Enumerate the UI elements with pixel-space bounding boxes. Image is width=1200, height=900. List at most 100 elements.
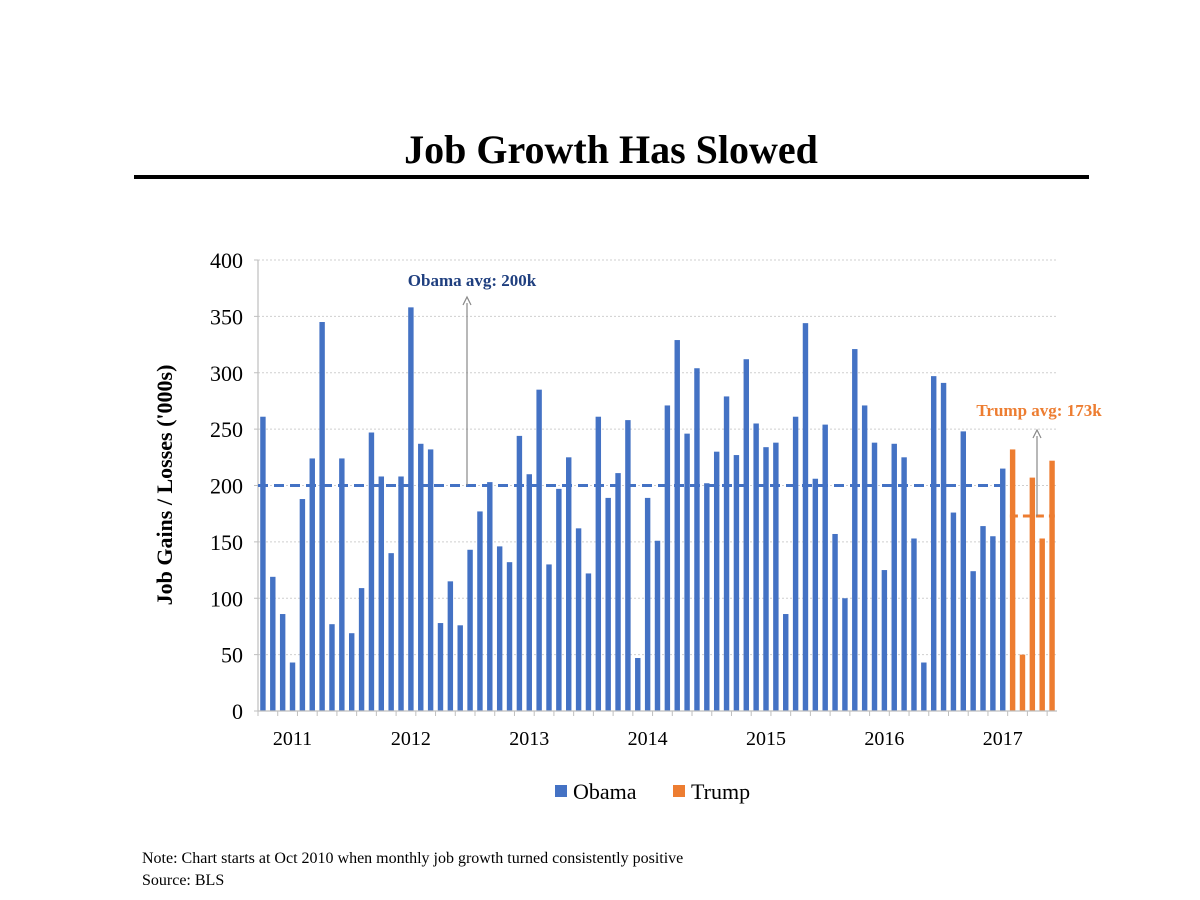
average-lines: Obama avg: 200k Trump avg: 173k [258,271,1102,518]
note-text: Note: Chart starts at Oct 2010 when mont… [142,850,684,867]
bar-obama-70 [950,512,957,711]
bar-trump-4 [1049,460,1055,711]
y-tick-label-100: 100 [210,586,243,611]
bar-obama-22 [477,511,483,711]
bar-obama-53 [783,614,789,711]
legend-label-trump: Trump [691,779,750,804]
bar-obama-8 [339,458,345,711]
bar-obama-62 [871,442,878,711]
bar-obama-1 [270,576,276,711]
bar-obama-50 [753,423,759,711]
bar-obama-57 [822,424,828,711]
source-text: Source: BLS [142,872,225,889]
bar-obama-6 [319,322,325,711]
bar-obama-5 [309,458,315,711]
x-tick-label-2016: 2016 [864,728,904,750]
bar-obama-7 [329,624,335,711]
y-tick-label-0: 0 [232,699,243,724]
bar-obama-17 [427,449,434,711]
bar-obama-74 [990,536,996,711]
bar-obama-36 [615,473,621,711]
y-tick-label-300: 300 [210,361,243,386]
bar-obama-68 [930,376,937,711]
bar-obama-46 [713,451,720,711]
y-tick-label-200: 200 [210,474,243,499]
bar-trump-3 [1039,538,1045,711]
bar-obama-0 [260,416,266,711]
bar-obama-31 [566,457,572,711]
bar-obama-42 [674,340,680,711]
bar-obama-38 [635,658,641,711]
bar-obama-61 [861,405,868,711]
bar-obama-54 [792,416,799,711]
bar-obama-20 [457,625,463,711]
bar-obama-32 [575,528,582,711]
bar-obama-33 [585,573,592,711]
bar-obama-60 [852,349,858,711]
bar-obama-64 [891,443,897,711]
x-tick-label-2012: 2012 [391,728,431,750]
bar-obama-26 [516,435,523,711]
bar-obama-66 [911,538,917,711]
bar-obama-2 [279,614,286,711]
x-tick-label-2011: 2011 [273,728,312,750]
bar-trump-2 [1029,477,1036,711]
bar-obama-3 [289,662,296,711]
bar-obama-13 [388,553,394,711]
bar-trump-1 [1019,654,1026,711]
legend-swatch-obama [555,785,567,797]
bar-obama-39 [644,497,651,711]
bar-obama-25 [506,562,513,711]
bar-obama-16 [418,443,424,711]
y-tick-label-400: 400 [210,248,243,273]
bar-obama-23 [487,482,493,711]
bar-obama-45 [704,483,710,711]
legend: Obama Trump [555,779,750,804]
bar-obama-10 [358,588,365,711]
bar-obama-34 [595,416,602,711]
bar-obama-73 [980,526,986,711]
x-tick-label-2015: 2015 [746,728,786,750]
bar-obama-15 [408,307,414,711]
bar-obama-47 [723,396,730,711]
bar-obama-19 [447,581,454,711]
bar-obama-72 [970,571,976,711]
bar-obama-40 [654,540,661,711]
bar-obama-71 [960,431,967,711]
bar-obama-41 [664,405,671,711]
bar-obama-58 [832,533,838,711]
bar-obama-43 [684,433,690,711]
bar-obama-56 [812,478,819,711]
bar-obama-28 [536,389,542,711]
bar-obama-30 [556,488,562,711]
y-axis-label: Job Gains / Losses ('000s) [152,365,177,606]
bar-obama-65 [901,457,907,711]
y-tick-label-150: 150 [210,530,243,555]
bar-obama-4 [299,499,306,711]
bar-obama-52 [773,442,779,711]
trump-avg-arrow-head [1032,428,1042,439]
bar-obama-69 [940,382,947,711]
bar-obama-37 [625,420,631,711]
obama-avg-arrow-head [462,295,472,306]
bar-obama-35 [605,497,611,711]
chart-title: Job Growth Has Slowed [404,127,818,172]
bar-obama-63 [881,570,888,711]
legend-swatch-trump [673,785,685,797]
y-tick-label-350: 350 [210,304,243,329]
x-tick-label-2013: 2013 [509,728,549,750]
bar-obama-67 [921,662,927,711]
bar-obama-27 [526,474,532,711]
bar-obama-59 [842,598,848,711]
bar-obama-55 [802,323,809,711]
bar-obama-75 [1000,468,1006,711]
bar-obama-49 [743,359,749,711]
axes: 0 50 100 150 200 250 300 350 400 2011 2012 2013 2014… [210,248,1057,750]
bar-obama-44 [694,368,700,711]
y-tick-label-250: 250 [210,417,243,442]
bar-obama-48 [733,455,740,711]
bar-obama-11 [368,432,375,711]
y-tick-label-50: 50 [221,643,243,668]
bar-obama-21 [467,549,473,711]
bar-obama-24 [496,546,503,711]
